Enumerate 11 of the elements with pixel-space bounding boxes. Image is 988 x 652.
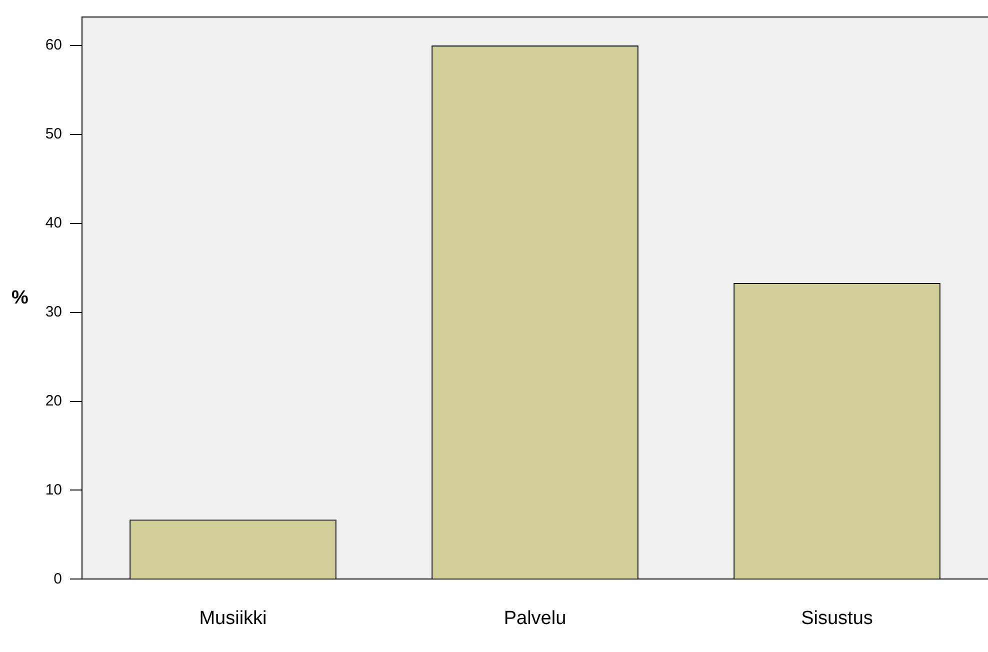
- y-axis-title: %: [12, 287, 29, 308]
- y-tick-label: 30: [45, 303, 62, 320]
- x-tick-label: Palvelu: [504, 608, 566, 629]
- y-tick-label: 20: [45, 392, 62, 410]
- x-tick-label: Sisustus: [801, 608, 873, 629]
- y-tick-label: 40: [45, 214, 62, 232]
- y-tick-label: 50: [45, 126, 62, 143]
- y-tick-label: 0: [54, 570, 62, 588]
- y-tick-label: 60: [45, 36, 62, 54]
- x-tick-label: Musiikki: [199, 608, 267, 629]
- y-tick-label: 10: [45, 481, 62, 498]
